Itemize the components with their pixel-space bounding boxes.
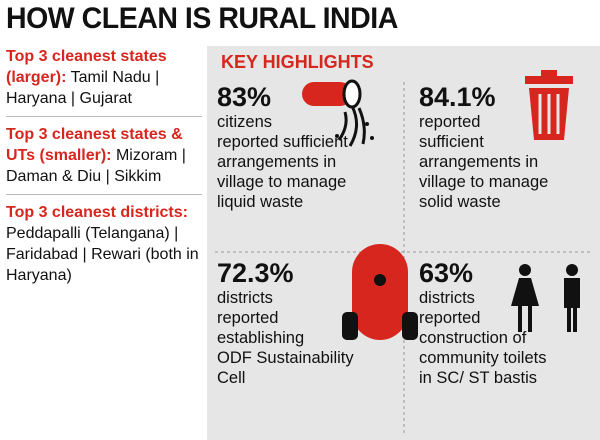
bin-icon: [525, 70, 573, 140]
highlight-line: Cell: [217, 369, 246, 387]
pipe-icon: [302, 79, 374, 147]
sidebar-text: Peddapalli (Telangana) | Faridabad | Rew…: [6, 225, 199, 284]
highlight-line: sufficient: [419, 133, 484, 151]
sidebar-text: Mizoram | Daman & Diu | Sikkim: [6, 147, 186, 185]
highlight-line: reported: [217, 309, 279, 327]
highlight: 72.3% districts reported establishing ODF Su…: [217, 258, 407, 388]
cell-icon: [342, 244, 418, 340]
highlight-line: arrangements in: [217, 153, 337, 171]
highlight-line: community toilets: [419, 349, 547, 367]
highlight-line: liquid waste: [217, 193, 304, 211]
highlight: 63% districts reported construction of commu…: [419, 258, 600, 388]
decor: [215, 70, 593, 436]
sidebar-block: Top 3 cleanest states (larger): Tamil Na…: [6, 44, 202, 117]
highlight-figure: 72.3%: [217, 258, 294, 288]
sidebar-block: Top 3 cleanest districts: Peddapalli (Te…: [6, 200, 202, 293]
highlight-line: construction of: [419, 329, 527, 347]
sidebar-heading: Top 3 cleanest states & UTs (smaller):: [6, 126, 183, 164]
highlight-line: districts: [217, 289, 273, 307]
title: HOW CLEAN IS RURAL INDIA: [6, 2, 398, 35]
highlight-line: village to manage: [419, 173, 549, 191]
highlight-line: reported: [419, 309, 481, 327]
sidebar-text: Tamil Nadu | Haryana | Gujarat: [6, 69, 160, 107]
toilet-icon: [511, 264, 580, 332]
sidebar-heading: Top 3 cleanest districts:: [6, 204, 188, 221]
highlight: 84.1% reported sufficient arrangements in vi…: [419, 82, 600, 212]
highlight-line: arrangements in: [419, 153, 539, 171]
highlight-line: establishing: [217, 329, 305, 347]
highlight-line: in SC/ ST bastis: [419, 369, 537, 387]
highlight-figure: 83%: [217, 82, 272, 112]
highlight-line: ODF Sustainability: [217, 349, 354, 367]
sidebar: Top 3 cleanest states (larger): Tamil Na…: [6, 44, 202, 298]
highlight-line: solid waste: [419, 193, 501, 211]
highlight-line: village to manage: [217, 173, 347, 191]
highlights-panel: KEY HIGHLIGHTS 83% citizens report: [207, 46, 600, 440]
highlight-figure: 63%: [419, 258, 474, 288]
highlight-line: citizens: [217, 113, 273, 131]
highlight-line: reported sufficient: [217, 133, 348, 151]
highlight-line: reported: [419, 113, 481, 131]
sidebar-heading: Top 3 cleanest states (larger):: [6, 48, 167, 86]
highlights-title: KEY HIGHLIGHTS: [221, 52, 374, 72]
highlight-figure: 84.1%: [419, 82, 496, 112]
sidebar-block: Top 3 cleanest states & UTs (smaller): M…: [6, 122, 202, 195]
highlight-line: districts: [419, 289, 475, 307]
highlight: 83% citizens reported sufficient arrangemen…: [217, 82, 407, 212]
